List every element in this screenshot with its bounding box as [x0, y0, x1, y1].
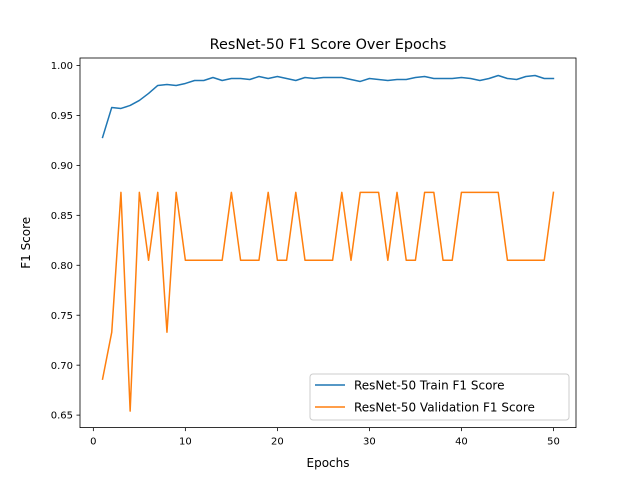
x-axis: 0 10 20 30 40 50	[90, 427, 560, 448]
train-f1-line	[101, 74, 555, 139]
y-tick-label: 0.95	[51, 111, 73, 122]
x-tick-label: 50	[547, 437, 560, 448]
x-tick-label: 40	[455, 437, 468, 448]
legend-box	[309, 373, 570, 421]
y-tick-label: 0.65	[51, 411, 73, 422]
y-tick-label: 0.75	[51, 311, 73, 322]
series-layer	[101, 74, 555, 412]
legend-label-validation: ResNet-50 Validation F1 Score	[354, 401, 535, 415]
y-tick-label: 0.85	[51, 211, 73, 222]
y-tick-label: 1.00	[51, 61, 73, 72]
validation-f1-line	[101, 191, 555, 412]
y-axis-label: F1 Score	[19, 217, 33, 269]
y-tick-label: 0.80	[51, 261, 73, 272]
legend-label-train: ResNet-50 Train F1 Score	[354, 379, 504, 393]
plot-area-frame	[79, 57, 577, 429]
x-tick-label: 20	[271, 437, 284, 448]
x-axis-label: Epochs	[307, 456, 350, 470]
x-tick-label: 10	[179, 437, 192, 448]
chart-title: ResNet-50 F1 Score Over Epochs	[210, 37, 447, 53]
y-tick-label: 0.70	[51, 361, 73, 372]
y-tick-label: 0.90	[51, 161, 73, 172]
x-tick-label: 30	[363, 437, 376, 448]
y-axis: 0.65 0.70 0.75 0.80 0.85 0.90 0.95 1.00	[51, 61, 80, 422]
legend: ResNet-50 Train F1 Score ResNet-50 Valid…	[309, 373, 570, 421]
x-tick-label: 0	[90, 437, 96, 448]
